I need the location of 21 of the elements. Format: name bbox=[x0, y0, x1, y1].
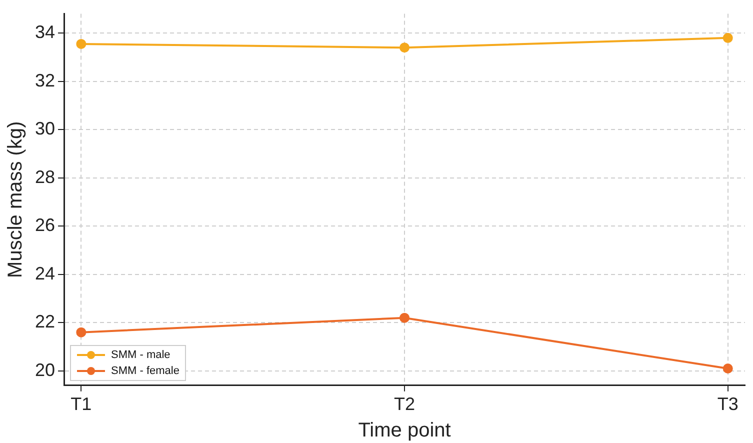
legend-label: SMM - female bbox=[111, 365, 180, 378]
y-tick-label: 26 bbox=[34, 215, 56, 236]
x-tick-label: T3 bbox=[717, 394, 738, 414]
point bbox=[722, 364, 733, 374]
point bbox=[722, 32, 733, 43]
y-tick-label: 34 bbox=[34, 22, 56, 42]
point bbox=[400, 312, 410, 323]
x-axis-title: Time point bbox=[358, 420, 452, 442]
point bbox=[76, 327, 86, 338]
legend-label: SMM - male bbox=[111, 349, 170, 362]
y-tick-label: 20 bbox=[34, 360, 56, 380]
y-tick-label: 28 bbox=[34, 166, 56, 187]
x-tick-label: T1 bbox=[70, 394, 92, 414]
x-tick-label: T2 bbox=[394, 394, 416, 414]
y-axis-title: Muscle mass (kg) bbox=[4, 121, 27, 278]
y-tick-label: 30 bbox=[34, 118, 56, 139]
y-tick-label: 32 bbox=[34, 70, 56, 90]
point bbox=[76, 38, 86, 49]
y-tick-label: 24 bbox=[34, 263, 56, 284]
point bbox=[400, 42, 410, 53]
y-tick-label: 22 bbox=[34, 312, 56, 332]
